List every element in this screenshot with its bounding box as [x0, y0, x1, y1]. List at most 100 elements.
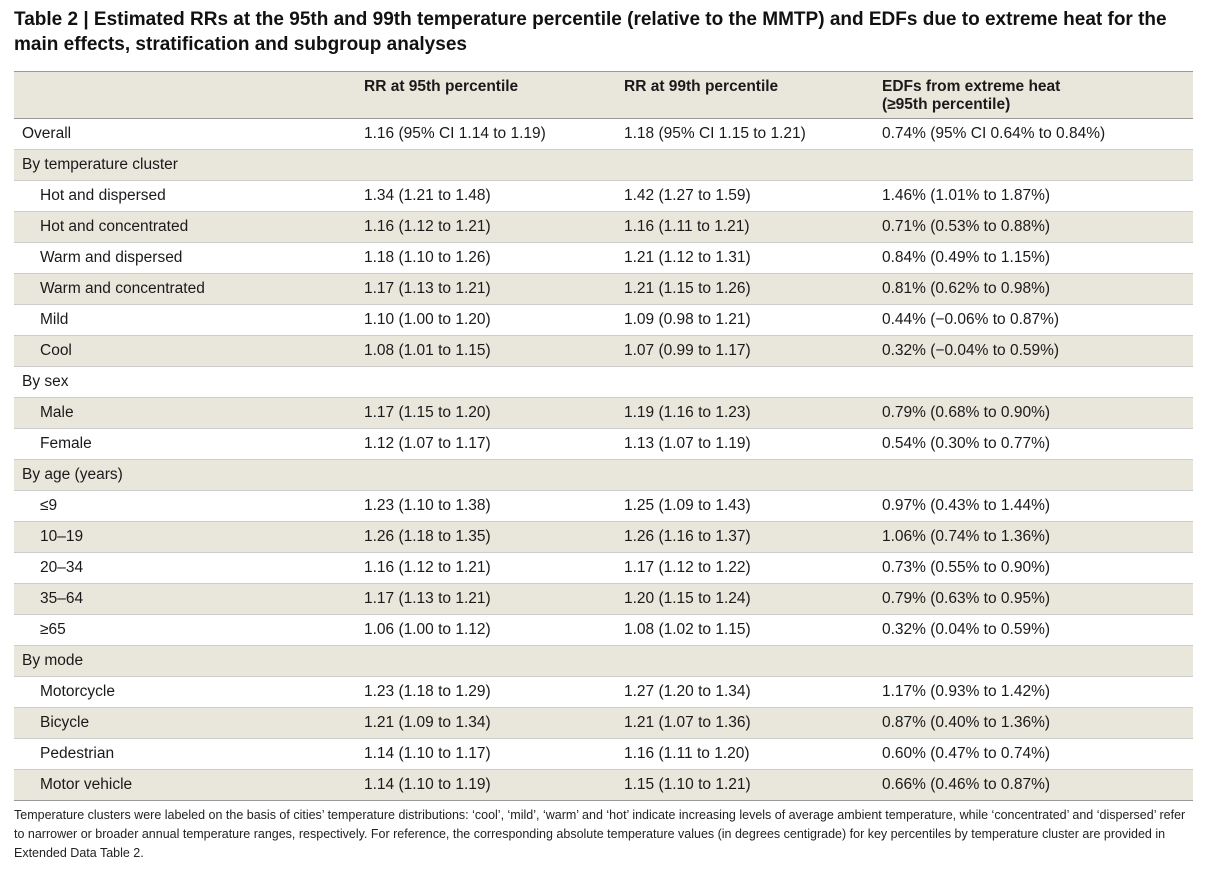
table-row: Male 1.17 (1.15 to 1.20) 1.19 (1.16 to 1.2…: [14, 397, 1193, 429]
edf-cell: 0.54% (0.30% to 0.77%): [874, 428, 1193, 460]
table-row: Warm and dispersed 1.18 (1.10 to 1.26) 1.2…: [14, 242, 1193, 274]
rr99-cell: 1.25 (1.09 to 1.43): [616, 490, 874, 522]
edf-cell: 0.32% (−0.04% to 0.59%): [874, 335, 1193, 367]
table-row: Mild 1.10 (1.00 to 1.20) 1.09 (0.98 to 1.2…: [14, 304, 1193, 336]
results-table: RR at 95th percentile RR at 99th percent…: [14, 71, 1193, 801]
table-row: Overall 1.16 (95% CI 1.14 to 1.19) 1.18 (9…: [14, 118, 1193, 150]
table-row: Hot and dispersed 1.34 (1.21 to 1.48) 1.42…: [14, 180, 1193, 212]
edf-cell: [874, 149, 1193, 181]
row-label: Pedestrian: [14, 738, 356, 770]
row-label: Warm and concentrated: [14, 273, 356, 305]
table-row: Pedestrian 1.14 (1.10 to 1.17) 1.16 (1.11 …: [14, 738, 1193, 770]
row-label: Cool: [14, 335, 356, 367]
rr99-cell: 1.27 (1.20 to 1.34): [616, 676, 874, 708]
rr99-cell: 1.16 (1.11 to 1.20): [616, 738, 874, 770]
rr99-cell: 1.20 (1.15 to 1.24): [616, 583, 874, 615]
row-label: Mild: [14, 304, 356, 336]
rr95-cell: 1.23 (1.18 to 1.29): [356, 676, 616, 708]
rr95-cell: 1.14 (1.10 to 1.17): [356, 738, 616, 770]
rr99-cell: 1.13 (1.07 to 1.19): [616, 428, 874, 460]
table-row: Cool 1.08 (1.01 to 1.15) 1.07 (0.99 to 1.1…: [14, 335, 1193, 367]
edf-cell: 0.81% (0.62% to 0.98%): [874, 273, 1193, 305]
rr99-cell: 1.21 (1.12 to 1.31): [616, 242, 874, 274]
rr95-cell: 1.34 (1.21 to 1.48): [356, 180, 616, 212]
rr99-cell: [616, 149, 874, 181]
rr99-cell: 1.26 (1.16 to 1.37): [616, 521, 874, 553]
rr95-cell: [356, 645, 616, 677]
rr95-cell: 1.16 (95% CI 1.14 to 1.19): [356, 118, 616, 150]
table-row: Hot and concentrated 1.16 (1.12 to 1.21) 1…: [14, 211, 1193, 243]
edf-cell: 1.46% (1.01% to 1.87%): [874, 180, 1193, 212]
row-label: 10–19: [14, 521, 356, 553]
table-row: ≥65 1.06 (1.00 to 1.12) 1.08 (1.02 to 1.15…: [14, 614, 1193, 646]
row-label: Hot and dispersed: [14, 180, 356, 212]
rr95-cell: 1.18 (1.10 to 1.26): [356, 242, 616, 274]
rr95-cell: 1.17 (1.13 to 1.21): [356, 273, 616, 305]
edf-cell: 0.44% (−0.06% to 0.87%): [874, 304, 1193, 336]
header-rr99: RR at 99th percentile: [616, 71, 874, 119]
rr99-cell: 1.21 (1.15 to 1.26): [616, 273, 874, 305]
rr99-cell: 1.16 (1.11 to 1.21): [616, 211, 874, 243]
edf-cell: 1.17% (0.93% to 1.42%): [874, 676, 1193, 708]
edf-cell: 0.73% (0.55% to 0.90%): [874, 552, 1193, 584]
edf-cell: 0.66% (0.46% to 0.87%): [874, 769, 1193, 801]
rr95-cell: 1.16 (1.12 to 1.21): [356, 211, 616, 243]
section-row: By temperature cluster: [14, 149, 1193, 181]
rr95-cell: 1.17 (1.13 to 1.21): [356, 583, 616, 615]
table-row: Female 1.12 (1.07 to 1.17) 1.13 (1.07 to 1…: [14, 428, 1193, 460]
table-row: Warm and concentrated 1.17 (1.13 to 1.21)…: [14, 273, 1193, 305]
rr99-cell: [616, 366, 874, 398]
rr99-cell: 1.15 (1.10 to 1.21): [616, 769, 874, 801]
table-row: 35–64 1.17 (1.13 to 1.21) 1.20 (1.15 to 1.…: [14, 583, 1193, 615]
rr95-cell: 1.14 (1.10 to 1.19): [356, 769, 616, 801]
row-label: Male: [14, 397, 356, 429]
row-label: Overall: [14, 118, 356, 150]
header-rr95: RR at 95th percentile: [356, 71, 616, 119]
edf-cell: 0.71% (0.53% to 0.88%): [874, 211, 1193, 243]
section-row: By age (years): [14, 459, 1193, 491]
rr95-cell: [356, 459, 616, 491]
table-row: ≤9 1.23 (1.10 to 1.38) 1.25 (1.09 to 1.43)…: [14, 490, 1193, 522]
header-edf: EDFs from extreme heat (≥95th percentile): [874, 71, 1193, 119]
table-footnote: Temperature clusters were labeled on the…: [14, 808, 1186, 860]
rr99-cell: 1.09 (0.98 to 1.21): [616, 304, 874, 336]
rr95-cell: 1.23 (1.10 to 1.38): [356, 490, 616, 522]
row-label: Motor vehicle: [14, 769, 356, 801]
header-edf-line1: EDFs from extreme heat: [882, 78, 1061, 95]
edf-cell: [874, 366, 1193, 398]
rr99-cell: [616, 459, 874, 491]
table-title: Table 2 | Estimated RRs at the 95th and …: [14, 9, 1167, 55]
rr95-cell: 1.08 (1.01 to 1.15): [356, 335, 616, 367]
rr95-cell: 1.21 (1.09 to 1.34): [356, 707, 616, 739]
edf-cell: [874, 459, 1193, 491]
rr95-cell: 1.26 (1.18 to 1.35): [356, 521, 616, 553]
row-label: By temperature cluster: [14, 149, 356, 181]
rr95-cell: 1.17 (1.15 to 1.20): [356, 397, 616, 429]
edf-cell: 1.06% (0.74% to 1.36%): [874, 521, 1193, 553]
edf-cell: 0.60% (0.47% to 0.74%): [874, 738, 1193, 770]
table-row: Motor vehicle 1.14 (1.10 to 1.19) 1.15 (1.…: [14, 769, 1193, 801]
rr95-cell: [356, 149, 616, 181]
row-label: ≥65: [14, 614, 356, 646]
rr95-cell: 1.16 (1.12 to 1.21): [356, 552, 616, 584]
row-label: Motorcycle: [14, 676, 356, 708]
rr99-cell: 1.17 (1.12 to 1.22): [616, 552, 874, 584]
row-label: ≤9: [14, 490, 356, 522]
edf-cell: 0.79% (0.63% to 0.95%): [874, 583, 1193, 615]
rr99-cell: [616, 645, 874, 677]
rr95-cell: [356, 366, 616, 398]
rr95-cell: 1.06 (1.00 to 1.12): [356, 614, 616, 646]
table-row: 10–19 1.26 (1.18 to 1.35) 1.26 (1.16 to 1.…: [14, 521, 1193, 553]
rr99-cell: 1.18 (95% CI 1.15 to 1.21): [616, 118, 874, 150]
header-label: [14, 71, 356, 119]
row-label: 20–34: [14, 552, 356, 584]
row-label: 35–64: [14, 583, 356, 615]
table-row: Motorcycle 1.23 (1.18 to 1.29) 1.27 (1.20 …: [14, 676, 1193, 708]
header-edf-line2: (≥95th percentile): [882, 96, 1011, 113]
rr99-cell: 1.19 (1.16 to 1.23): [616, 397, 874, 429]
section-row: By sex: [14, 366, 1193, 398]
row-label: Warm and dispersed: [14, 242, 356, 274]
rr99-cell: 1.07 (0.99 to 1.17): [616, 335, 874, 367]
row-label: Female: [14, 428, 356, 460]
edf-cell: 0.84% (0.49% to 1.15%): [874, 242, 1193, 274]
